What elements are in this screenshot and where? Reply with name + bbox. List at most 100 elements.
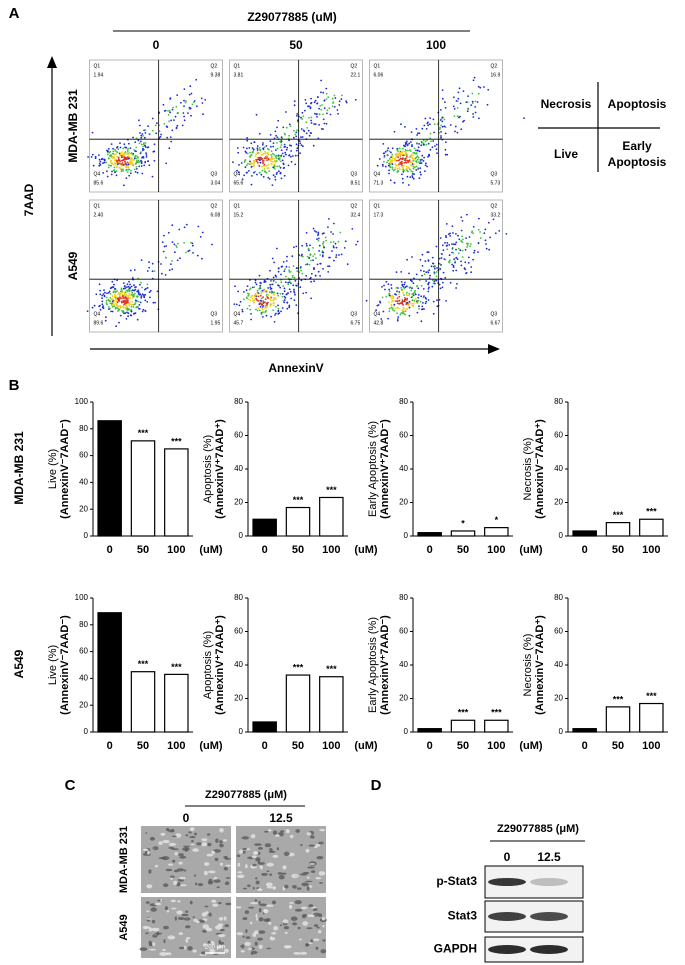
flow-event (310, 102, 312, 105)
quadrant-percent: 33.2 (491, 212, 501, 218)
flow-event (278, 170, 280, 173)
flow-event (331, 250, 333, 252)
significance: *** (293, 495, 304, 505)
flow-event (467, 242, 469, 245)
flow-event (388, 172, 390, 175)
flow-event (260, 282, 262, 284)
cell (306, 886, 310, 891)
flow-event (404, 309, 407, 312)
flow-event (105, 161, 107, 164)
flow-event (125, 318, 128, 320)
flow-event (411, 161, 413, 163)
flow-event (415, 302, 418, 304)
cell (241, 944, 245, 949)
cell (179, 855, 187, 859)
quadrant-percent: 2.40 (94, 212, 104, 218)
flow-event (391, 157, 394, 160)
flow-event (281, 307, 284, 309)
flow-event (110, 161, 112, 164)
quadrant-name: Q3 (351, 311, 358, 317)
flow-event (416, 300, 418, 302)
flow-event (277, 309, 280, 312)
flow-event (148, 164, 151, 167)
flow-event (440, 136, 442, 139)
flow-event (411, 295, 414, 298)
cell (239, 849, 243, 854)
flow-event (126, 151, 129, 153)
flow-event (418, 132, 421, 135)
flow-event (293, 290, 295, 293)
flow-event (384, 150, 387, 153)
flow-event (417, 132, 419, 135)
flow-event (259, 161, 262, 164)
cell (152, 942, 156, 947)
cell (183, 869, 187, 872)
flow-event (412, 152, 415, 154)
quadrant-name: Q2 (211, 63, 218, 69)
flow-event (479, 237, 482, 239)
cell (178, 876, 186, 880)
flow-event (416, 285, 418, 288)
flow-event (126, 305, 128, 308)
flow-event (498, 230, 501, 232)
flow-event (253, 164, 256, 167)
flow-event (183, 88, 186, 90)
cell (204, 870, 208, 876)
flow-event (345, 101, 348, 104)
cell (154, 902, 162, 906)
x-tick-label: 100 (487, 740, 505, 752)
flow-event (274, 178, 277, 181)
flow-event (112, 302, 115, 304)
flow-event (258, 288, 260, 290)
flow-event (256, 145, 259, 147)
flow-event (454, 260, 456, 263)
flow-event (142, 145, 145, 148)
flow-event (123, 285, 126, 288)
flow-event (273, 261, 275, 264)
y-tick-label: 20 (399, 694, 408, 703)
flow-event (414, 158, 417, 161)
cell (168, 863, 174, 866)
flow-event (263, 167, 266, 170)
flow-event (455, 233, 457, 235)
flow-event (296, 270, 299, 273)
cell (305, 880, 313, 883)
cell (146, 884, 153, 889)
flow-event (408, 159, 411, 162)
flow-event (411, 164, 413, 167)
cell (186, 937, 191, 940)
flow-event (404, 281, 406, 284)
dose-label: 12.5 (269, 811, 293, 825)
scale-bar-label: 200 μm (205, 945, 225, 951)
flow-event (402, 285, 405, 288)
flow-event (476, 101, 479, 103)
flow-event (404, 126, 406, 128)
significance: *** (326, 664, 337, 674)
flow-event (249, 154, 252, 157)
flow-event (323, 246, 325, 249)
flow-event (335, 256, 337, 259)
flow-event (282, 285, 285, 287)
flow-event (114, 293, 116, 296)
flow-event (276, 126, 278, 129)
flow-event (142, 156, 145, 159)
x-tick-label: 0 (107, 544, 113, 556)
flow-event (246, 285, 249, 287)
flow-event (129, 163, 131, 166)
cell (183, 945, 187, 950)
flow-event (168, 147, 171, 150)
flow-event (396, 171, 399, 174)
cell (266, 904, 274, 907)
flow-event (266, 152, 269, 155)
cell (322, 924, 325, 928)
flow-event (128, 157, 130, 160)
cell (254, 877, 258, 880)
flow-event (103, 295, 106, 298)
cell (185, 938, 189, 943)
flow-event (272, 145, 275, 148)
quadrant-percent: 16.9 (491, 72, 501, 78)
flow-event (278, 158, 281, 160)
flow-event (410, 141, 412, 143)
cell (215, 838, 219, 843)
flow-event (259, 286, 262, 288)
